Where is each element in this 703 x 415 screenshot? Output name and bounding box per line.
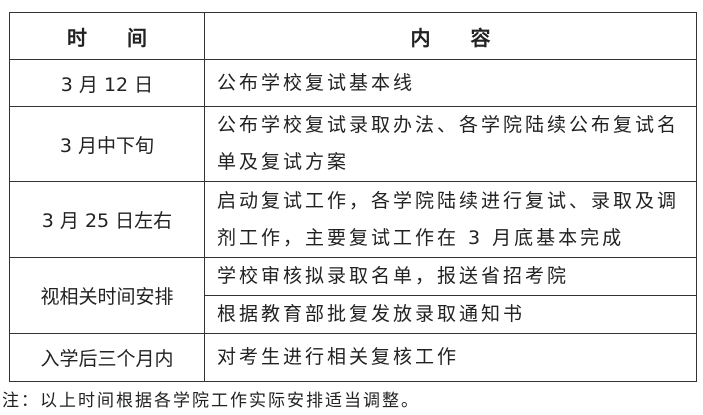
content-cell: 公布学校复试基本线 [204, 59, 697, 107]
table-row: 3 月 12 日 公布学校复试基本线 [9, 59, 697, 107]
content-cell: 根据教育部批复发放录取通知书 [204, 295, 697, 334]
time-cell: 3 月 12 日 [9, 59, 205, 107]
table-row: 3 月 25 日左右 启动复试工作，各学院陆续进行复试、录取及调剂工作，主要复试… [9, 181, 697, 258]
schedule-table: 时 间 内 容 3 月 12 日 公布学校复试基本线 3 月中下旬 公布学校复试… [9, 12, 697, 382]
header-time: 时 间 [9, 12, 205, 60]
time-cell: 3 月中下旬 [9, 106, 205, 182]
content-cell: 公布学校复试录取办法、各学院陆续公布复试名单及复试方案 [204, 106, 697, 182]
content-cell: 学校审核拟录取名单，报送省招考院 [204, 257, 697, 296]
time-cell: 视相关时间安排 [9, 257, 205, 334]
table-row: 3 月中下旬 公布学校复试录取办法、各学院陆续公布复试名单及复试方案 [9, 106, 697, 182]
table-row: 根据教育部批复发放录取通知书 [10, 295, 697, 334]
header-content: 内 容 [204, 12, 697, 60]
content-cell: 对考生进行相关复核工作 [204, 333, 697, 382]
table-row: 视相关时间安排 学校审核拟录取名单，报送省招考院 [9, 257, 697, 334]
time-cell: 3 月 25 日左右 [9, 181, 205, 258]
content-cell: 启动复试工作，各学院陆续进行复试、录取及调剂工作，主要复试工作在 3 月底基本完… [204, 181, 697, 258]
header-row: 时 间 内 容 [9, 12, 697, 60]
table-row: 入学后三个月内 对考生进行相关复核工作 [9, 333, 697, 382]
footnote: 注：以上时间根据各学院工作实际安排适当调整。 [2, 391, 420, 411]
time-cell: 入学后三个月内 [9, 333, 205, 382]
